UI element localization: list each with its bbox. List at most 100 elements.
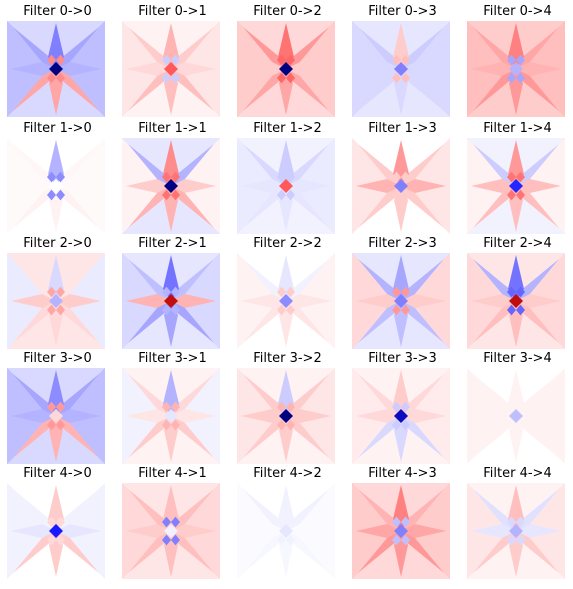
diag-petal-br (171, 531, 214, 573)
filter-panel: Filter 0->0 (0, 0, 115, 117)
inner-diamond-bl (162, 72, 171, 84)
petal-left (11, 409, 56, 423)
diag-petal-br (401, 531, 444, 573)
panel-title: Filter 4->0 (23, 466, 92, 481)
diag-petal-br (171, 186, 214, 228)
inner-diamond-bl (277, 189, 286, 201)
heatmap (237, 253, 335, 349)
petal-left (126, 524, 171, 538)
petal-left (241, 409, 286, 423)
inner-diamond-tr (171, 54, 180, 66)
panel-title: Filter 2->4 (483, 236, 552, 251)
inner-diamond-br (401, 72, 410, 84)
inner-diamond-br (171, 189, 180, 201)
diag-petal-tl (243, 144, 286, 186)
petal-left (471, 294, 516, 308)
diag-petal-br (56, 416, 99, 458)
panel-title: Filter 3->4 (483, 351, 552, 366)
diag-petal-tr (286, 489, 329, 531)
diag-petal-br (401, 69, 444, 111)
diag-petal-bl (473, 186, 516, 228)
inner-diamond-tl (277, 516, 286, 528)
inner-diamond-tr (286, 516, 295, 528)
petal-right (171, 524, 216, 538)
petal-right (171, 294, 216, 308)
petal-right (401, 409, 446, 423)
panel-title: Filter 2->0 (23, 236, 92, 251)
petal-right (56, 179, 101, 193)
petal-left (356, 179, 401, 193)
diag-petal-tr (286, 259, 329, 301)
panel-title: Filter 3->3 (368, 351, 437, 366)
diag-petal-bl (243, 69, 286, 111)
diag-petal-tl (243, 27, 286, 69)
panel-title: Filter 1->0 (23, 121, 92, 136)
panel-title: Filter 2->2 (253, 236, 322, 251)
heatmap (237, 21, 335, 117)
petal-right (171, 409, 216, 423)
filter-panel: Filter 1->0 (0, 117, 115, 234)
petal-left (356, 409, 401, 423)
diag-petal-tl (473, 144, 516, 186)
petal-right (401, 524, 446, 538)
petal-left (241, 294, 286, 308)
petal-right (286, 409, 331, 423)
panel-title: Filter 4->3 (368, 466, 437, 481)
inner-diamond-bl (162, 534, 171, 546)
petal-left (11, 62, 56, 76)
panel-title: Filter 4->2 (253, 466, 322, 481)
inner-diamond-tr (516, 171, 525, 183)
diag-petal-br (286, 301, 329, 343)
inner-diamond-tl (277, 171, 286, 183)
filter-panel: Filter 2->0 (0, 232, 115, 349)
diag-petal-br (286, 416, 329, 458)
diag-petal-br (286, 69, 329, 111)
heatmap (467, 368, 565, 464)
filter-panel: Filter 4->0 (0, 462, 115, 579)
heatmap (7, 483, 105, 579)
diag-petal-tr (56, 489, 99, 531)
panel-title: Filter 3->2 (253, 351, 322, 366)
diag-petal-bl (358, 186, 401, 228)
inner-diamond-br (56, 189, 65, 201)
panel-title: Filter 3->1 (138, 351, 207, 366)
filter-panel: Filter 4->2 (230, 462, 345, 579)
heatmap (7, 368, 105, 464)
filter-panel: Filter 1->3 (345, 117, 460, 234)
diag-petal-br (516, 531, 559, 573)
diag-petal-br (56, 301, 99, 343)
inner-diamond-tr (56, 171, 65, 183)
diag-petal-tr (56, 374, 99, 416)
petal-left (241, 179, 286, 193)
diag-petal-tl (128, 144, 171, 186)
inner-diamond-tr (516, 54, 525, 66)
petal-right (286, 294, 331, 308)
center-cell (394, 62, 408, 76)
heatmap (237, 138, 335, 234)
diag-petal-br (286, 531, 329, 573)
center-cell (279, 179, 293, 193)
inner-diamond-tl (162, 54, 171, 66)
diag-petal-tl (358, 259, 401, 301)
inner-diamond-tl (47, 516, 56, 528)
petal-left (471, 409, 516, 423)
diag-petal-tr (401, 27, 444, 69)
inner-diamond-tl (47, 54, 56, 66)
filter-panel: Filter 3->3 (345, 347, 460, 464)
diag-petal-bl (13, 69, 56, 111)
diag-petal-tr (171, 489, 214, 531)
petal-left (126, 294, 171, 308)
diag-petal-tl (358, 374, 401, 416)
panel-title: Filter 1->2 (253, 121, 322, 136)
panel-title: Filter 1->3 (368, 121, 437, 136)
heatmap (467, 21, 565, 117)
center-cell (509, 409, 523, 423)
diag-petal-tr (171, 259, 214, 301)
inner-diamond-tr (56, 516, 65, 528)
petal-right (516, 179, 561, 193)
inner-diamond-bl (277, 534, 286, 546)
diag-petal-tr (56, 27, 99, 69)
diag-petal-bl (473, 531, 516, 573)
diag-petal-bl (243, 531, 286, 573)
petal-left (11, 179, 56, 193)
